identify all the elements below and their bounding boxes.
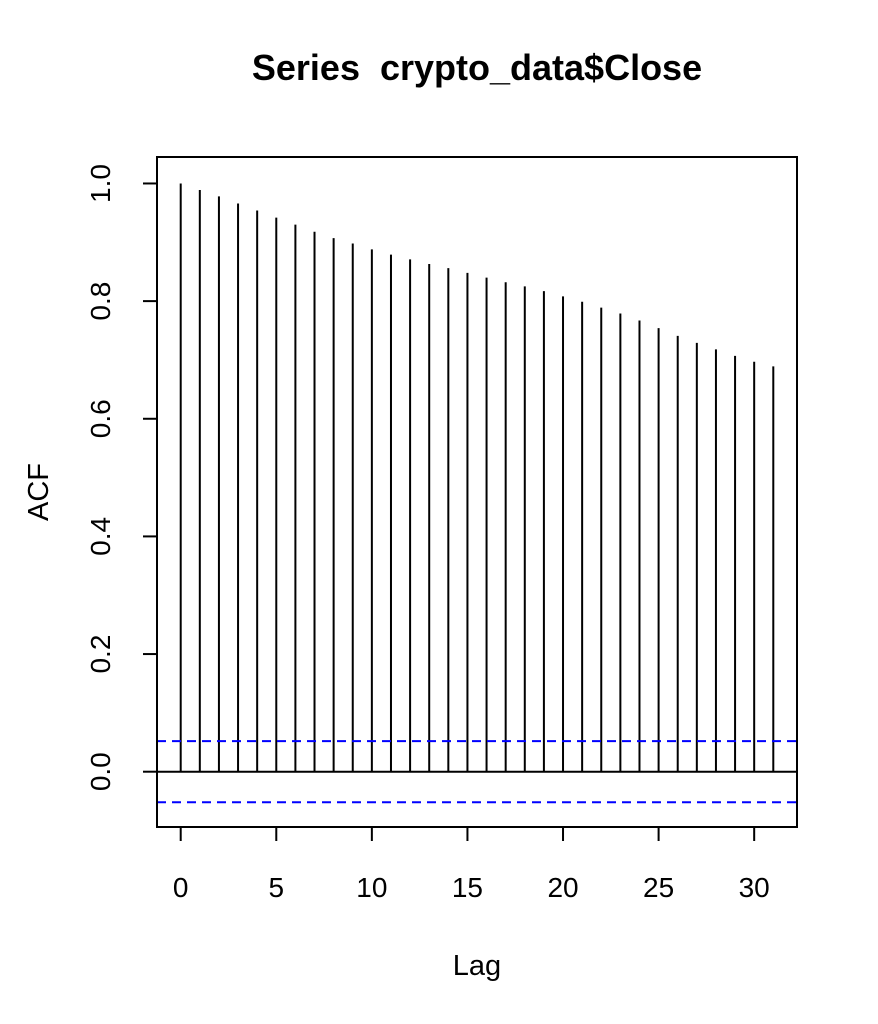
x-tick-label-30: 30	[739, 872, 770, 903]
plot-frame	[156, 156, 798, 828]
chart-title: Series crypto_data$Close	[252, 47, 702, 88]
x-tick-label-0: 0	[173, 872, 189, 903]
x-tick-label-25: 25	[643, 872, 674, 903]
y-tick-label-0: 0.0	[85, 752, 116, 791]
x-axis-label: Lag	[453, 950, 501, 982]
y-axis-label: ACF	[23, 463, 55, 521]
y-axis: 0.0 0.2 0.4 0.6 0.8 1.0	[85, 164, 158, 791]
plot-area	[157, 183, 797, 804]
x-tick-label-5: 5	[268, 872, 284, 903]
y-tick-label-5: 1.0	[85, 164, 116, 203]
y-tick-label-1: 0.2	[85, 635, 116, 674]
x-tick-label-10: 10	[356, 872, 387, 903]
x-axis: 0 5 10 15 20 25 30	[173, 826, 770, 903]
x-tick-label-15: 15	[452, 872, 483, 903]
y-tick-label-3: 0.6	[85, 399, 116, 438]
x-tick-label-20: 20	[547, 872, 578, 903]
y-tick-label-4: 0.8	[85, 282, 116, 321]
y-tick-label-2: 0.4	[85, 517, 116, 556]
